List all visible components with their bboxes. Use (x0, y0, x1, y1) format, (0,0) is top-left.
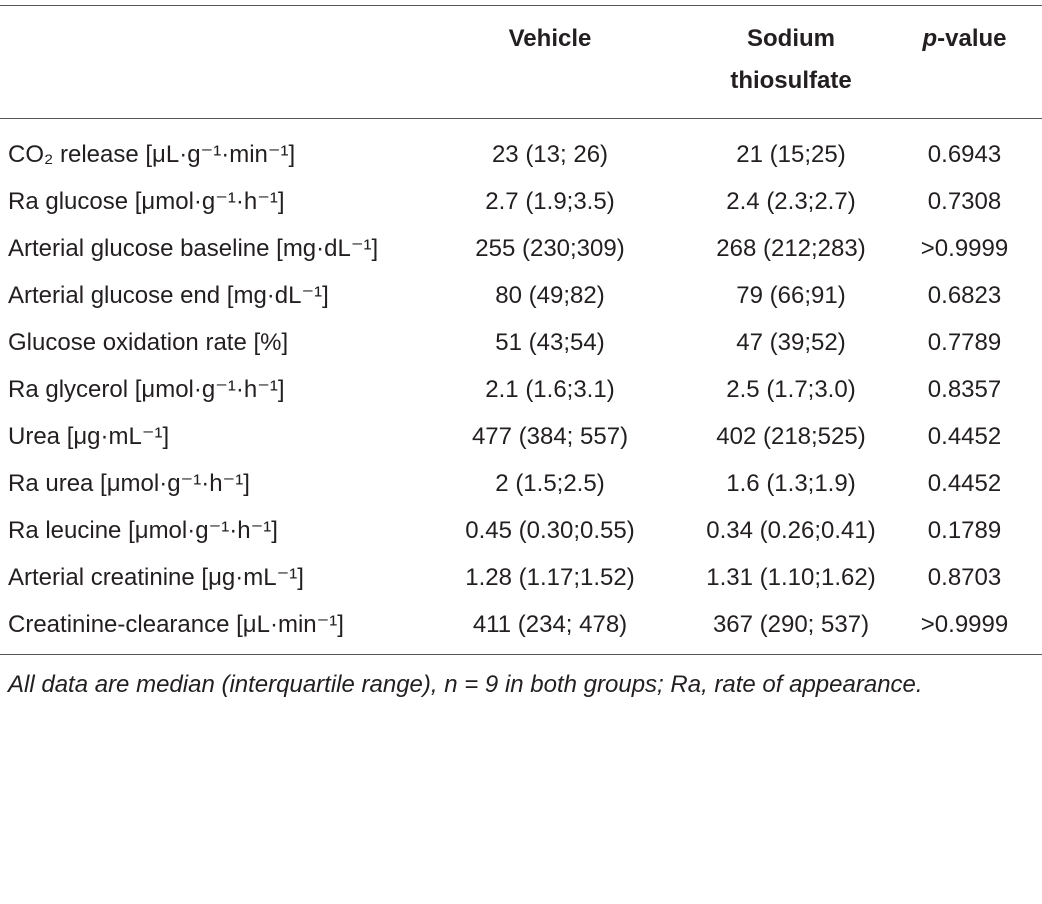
vehicle-value: 0.45 (0.30;0.55) (465, 517, 635, 544)
sodium-value: 1.31 (1.10;1.62) (706, 564, 876, 591)
row-label: Ra urea [μmol·g⁻¹·h⁻¹] (8, 470, 250, 497)
p-value: 0.7308 (927, 188, 1002, 215)
table-row: Arterial glucose end [mg·dL⁻¹] 80 (49;82)… (0, 272, 1042, 319)
row-label: CO₂ release [μL·g⁻¹·min⁻¹] (8, 141, 296, 168)
table-header: Vehicle Sodium thiosulfate p-value (0, 5, 1042, 119)
header-p: p (922, 25, 938, 52)
vehicle-value: 411 (234; 478) (472, 611, 628, 638)
sodium-value: 2.4 (2.3;2.7) (726, 188, 856, 215)
footnote: All data are median (interquartile range… (8, 671, 923, 698)
table-body: CO₂ release [μL·g⁻¹·min⁻¹] 23 (13; 26) 21 … (0, 119, 1042, 655)
row-label: Arterial creatinine [μg·mL⁻¹] (8, 564, 304, 591)
vehicle-value: 23 (13; 26) (491, 141, 609, 168)
header-label (0, 6, 405, 119)
row-label: Ra glucose [μmol·g⁻¹·h⁻¹] (8, 188, 285, 215)
sodium-value: 79 (66;91) (736, 282, 846, 309)
p-value: 0.8703 (927, 564, 1002, 591)
sodium-value: 367 (290; 537) (712, 611, 870, 638)
p-value: 0.4452 (927, 423, 1002, 450)
sodium-value: 268 (212;283) (716, 235, 866, 262)
row-label: Arterial glucose baseline [mg·dL⁻¹] (8, 235, 379, 262)
table-row: Arterial glucose baseline [mg·dL⁻¹] 255 (… (0, 225, 1042, 272)
table-row: Ra glucose [μmol·g⁻¹·h⁻¹] 2.7 (1.9;3.5) 2.… (0, 178, 1042, 225)
sodium-value: 1.6 (1.3;1.9) (726, 470, 856, 497)
sodium-value: 402 (218;525) (716, 423, 866, 450)
table-row: Creatinine-clearance [μL·min⁻¹] 411 (234;… (0, 601, 1042, 655)
vehicle-value: 51 (43;54) (495, 329, 605, 356)
table-row: Ra leucine [μmol·g⁻¹·h⁻¹] 0.45 (0.30;0.55… (0, 507, 1042, 554)
vehicle-value: 2 (1.5;2.5) (495, 470, 605, 497)
p-value: >0.9999 (920, 611, 1009, 638)
p-value: 0.4452 (927, 470, 1002, 497)
vehicle-value: 477 (384; 557) (471, 423, 629, 450)
p-value: 0.6823 (927, 282, 1002, 309)
table-row: Arterial creatinine [μg·mL⁻¹] 1.28 (1.17;… (0, 554, 1042, 601)
header-sodium: Sodium thiosulfate (730, 25, 852, 94)
header-pvalue: p-value (887, 6, 1042, 119)
header-vehicle: Vehicle (508, 25, 592, 52)
vehicle-value: 2.7 (1.9;3.5) (485, 188, 615, 215)
table-row: Ra urea [μmol·g⁻¹·h⁻¹] 2 (1.5;2.5) 1.6 (1.… (0, 460, 1042, 507)
table-wrap: Vehicle Sodium thiosulfate p-value CO₂ r… (0, 5, 1042, 703)
row-label: Glucose oxidation rate [%] (8, 329, 289, 356)
vehicle-value: 1.28 (1.17;1.52) (465, 564, 635, 591)
p-value: 0.8357 (927, 376, 1002, 403)
p-value: 0.6943 (927, 141, 1002, 168)
row-label: Arterial glucose end [mg·dL⁻¹] (8, 282, 329, 309)
sodium-value: 21 (15;25) (736, 141, 846, 168)
row-label: Creatinine-clearance [μL·min⁻¹] (8, 611, 344, 638)
header-p-rest: -value (937, 25, 1007, 52)
vehicle-value: 80 (49;82) (495, 282, 605, 309)
row-label: Ra leucine [μmol·g⁻¹·h⁻¹] (8, 517, 278, 544)
data-table: Vehicle Sodium thiosulfate p-value CO₂ r… (0, 5, 1042, 655)
row-label: Urea [μg·mL⁻¹] (8, 423, 170, 450)
sodium-value: 47 (39;52) (736, 329, 846, 356)
vehicle-value: 255 (230;309) (475, 235, 625, 262)
p-value: >0.9999 (920, 235, 1009, 262)
table-row: Urea [μg·mL⁻¹] 477 (384; 557) 402 (218;525… (0, 413, 1042, 460)
p-value: 0.1789 (927, 517, 1002, 544)
p-value: 0.7789 (927, 329, 1002, 356)
sodium-value: 0.34 (0.26;0.41) (706, 517, 876, 544)
sodium-value: 2.5 (1.7;3.0) (726, 376, 856, 403)
row-label: Ra glycerol [μmol·g⁻¹·h⁻¹] (8, 376, 285, 403)
table-row: CO₂ release [μL·g⁻¹·min⁻¹] 23 (13; 26) 21 … (0, 119, 1042, 179)
table-row: Ra glycerol [μmol·g⁻¹·h⁻¹] 2.1 (1.6;3.1) 2… (0, 366, 1042, 413)
vehicle-value: 2.1 (1.6;3.1) (485, 376, 615, 403)
table-row: Glucose oxidation rate [%] 51 (43;54) 47 (… (0, 319, 1042, 366)
